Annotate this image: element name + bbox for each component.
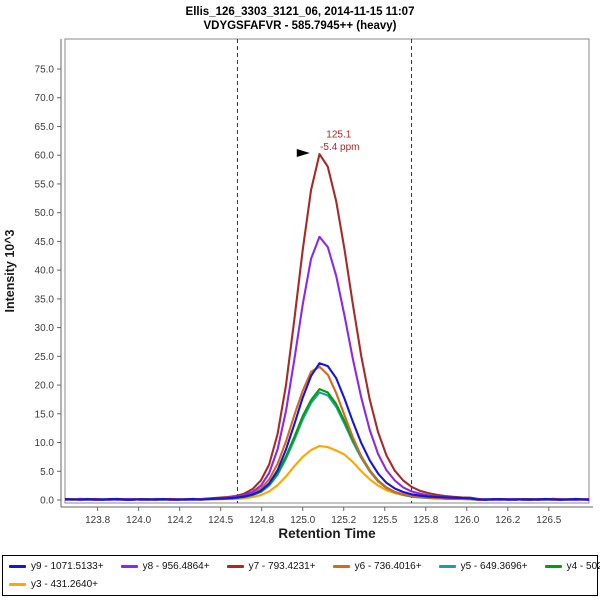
x-axis-ticks: 123.8 124.0 124.2 124.5 124.8 125.0 125.2 125.5… <box>85 507 562 526</box>
legend-label: y4 - 502.3012+ <box>566 561 600 573</box>
x-tick-label: 125.8 <box>413 515 438 526</box>
x-tick-label: 124.5 <box>208 515 233 526</box>
legend-line-swatch-icon <box>120 565 138 569</box>
legend-label: y6 - 736.4016+ <box>354 561 422 573</box>
x-axis-title: Retention Time <box>278 526 376 541</box>
plot-area[interactable] <box>65 39 589 503</box>
peak-ppm-label: -5.4 ppm <box>320 142 359 153</box>
peak-rt-label: 125.1 <box>326 130 351 141</box>
plot-border <box>64 38 590 504</box>
x-tick-label: 126.0 <box>454 515 479 526</box>
chart-subtitle: VDYGSFAFVR - 585.7945++ (heavy) <box>203 20 396 32</box>
legend-item-y9: y9 - 1071.5133+ <box>9 561 104 572</box>
series-line-y9 <box>65 362 589 501</box>
chromatogram-traces <box>65 153 589 501</box>
legend-label: y9 - 1071.5133+ <box>31 561 104 573</box>
x-tick-label: 126.2 <box>495 515 520 526</box>
y-tick-label: 5.0 <box>40 467 54 478</box>
legend-label: y7 - 793.4231+ <box>248 561 316 573</box>
y-tick-label: 50.0 <box>35 208 55 219</box>
y-tick-label: 10.0 <box>35 438 55 449</box>
legend-line-swatch-icon <box>438 565 456 569</box>
y-tick-label: 75.0 <box>35 65 55 76</box>
y-axis-title: Intensity 10^3 <box>3 229 17 312</box>
y-axis-ticks: 0.0 5.0 10.0 15.0 20.0 25.0 30.0 35.0 40.0 45.0 50… <box>35 65 61 507</box>
legend-row: y3 - 431.2640+ <box>9 576 591 594</box>
y-tick-label: 40.0 <box>35 266 55 277</box>
chart-title: Ellis_126_3303_3121_06, 2014-11-15 11:07 <box>186 6 415 18</box>
y-tick-label: 35.0 <box>35 294 55 305</box>
legend-line-swatch-icon <box>544 565 562 569</box>
y-tick-label: 30.0 <box>35 323 55 334</box>
legend-row: y9 - 1071.5133+ y8 - 956.4864+ y7 - 793.42… <box>9 558 600 576</box>
legend-item-y5: y5 - 649.3696+ <box>438 561 528 573</box>
y-tick-label: 15.0 <box>35 409 55 420</box>
y-tick-label: 70.0 <box>35 93 55 104</box>
legend-item-y7: y7 - 793.4231+ <box>226 561 316 573</box>
chromatogram-chart: Ellis_126_3303_3121_06, 2014-11-15 11:07… <box>3 6 593 541</box>
peak-annotation: 125.1 -5.4 ppm <box>296 130 360 158</box>
x-tick-label: 124.0 <box>126 515 151 526</box>
y-tick-label: 20.0 <box>35 381 55 392</box>
y-tick-label: 0.0 <box>40 496 54 507</box>
legend-item-y6: y6 - 736.4016+ <box>332 561 422 573</box>
legend-label: y3 - 431.2640+ <box>31 578 98 590</box>
legend-item-y4: y4 - 502.3012+ <box>544 561 600 573</box>
legend-label: y5 - 649.3696+ <box>460 561 528 573</box>
legend-line-swatch-icon <box>9 565 26 569</box>
x-tick-label: 125.0 <box>290 515 315 526</box>
x-tick-label: 125.2 <box>331 515 356 526</box>
integration-boundary-lines <box>236 39 413 503</box>
x-tick-label: 124.8 <box>249 515 274 526</box>
y-tick-label: 25.0 <box>35 352 55 363</box>
x-tick-label: 125.5 <box>372 515 397 526</box>
y-tick-label: 60.0 <box>35 151 55 162</box>
x-tick-label: 124.2 <box>167 515 192 526</box>
legend-item-y8: y8 - 956.4864+ <box>120 561 210 573</box>
peak-apex-arrow-icon <box>296 149 310 158</box>
legend-label: y8 - 956.4864+ <box>142 561 210 573</box>
legend-line-swatch-icon <box>9 582 26 586</box>
x-tick-label: 123.8 <box>85 515 110 526</box>
y-tick-label: 45.0 <box>35 237 55 248</box>
legend-line-swatch-icon <box>226 565 244 569</box>
legend-item-y3: y3 - 431.2640+ <box>9 579 98 590</box>
y-tick-label: 55.0 <box>35 179 55 190</box>
legend-line-swatch-icon <box>332 565 350 569</box>
transition-legend: y9 - 1071.5133+ y8 - 956.4864+ y7 - 793.42… <box>2 555 600 596</box>
x-tick-label: 126.5 <box>536 515 561 526</box>
y-tick-label: 65.0 <box>35 122 55 133</box>
